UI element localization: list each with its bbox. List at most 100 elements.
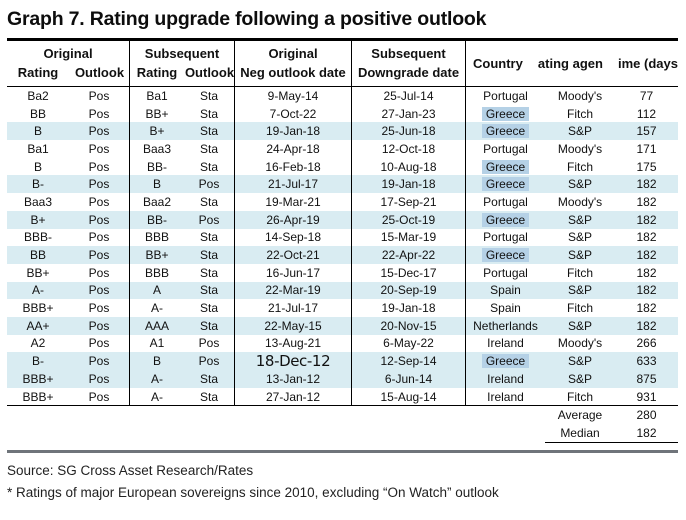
neg-outlook-date-cell: 14-Sep-18 <box>235 228 352 247</box>
days-cell: 112 <box>636 106 657 121</box>
country-cell: Portugal <box>483 141 528 156</box>
downgrade-date-cell: 20-Nov-15 <box>352 316 466 335</box>
summary-underline <box>545 442 678 444</box>
agency-cell: Moody's <box>557 88 603 103</box>
downgrade-date-cell: 19-Jan-18 <box>352 175 466 194</box>
neg-outlook-date-cell: 9-May-14 <box>235 87 352 105</box>
country-highlight: Greece <box>481 248 530 263</box>
days-cell: 182 <box>636 177 657 192</box>
header-original-label: Original <box>43 46 93 61</box>
agency-cell: S&P <box>567 371 592 386</box>
table-row: B+ Pos BB- Pos 26-Apr-19 25-Oct-19 Greece S&P 18… <box>7 210 678 229</box>
sub-rating-cell: BBB <box>144 265 169 280</box>
country-cell: Greece <box>466 105 545 123</box>
sub-rating-cell: A <box>152 283 161 298</box>
neg-outlook-date-cell: 16-Feb-18 <box>235 157 352 176</box>
orig-outlook-cell: Pos <box>69 122 130 141</box>
country-cell: Portugal <box>483 230 528 245</box>
orig-outlook-cell: Pos <box>69 387 130 406</box>
sub-outlook-cell: Pos <box>184 210 235 229</box>
sub-rating-cell: Ba1 <box>146 88 168 103</box>
country-cell: Greece <box>466 122 545 140</box>
sub-outlook-cell: Sta <box>184 228 235 247</box>
neg-outlook-date-cell: 18-Dec-12 <box>235 352 352 370</box>
header-neg-outlook-date: Original Neg outlook date <box>235 41 352 86</box>
agency-cell: S&P <box>567 230 592 245</box>
header-agency-label: ating agen <box>537 56 603 71</box>
orig-rating-cell: BBB+ <box>22 301 54 316</box>
agency-cell: S&P <box>567 354 592 369</box>
summary-block: Average 280 Median 182 <box>7 406 678 444</box>
sub-outlook-cell: Sta <box>184 193 235 211</box>
sub-outlook-cell: Sta <box>184 299 235 317</box>
table-header: Original Rating Outlook Subsequent Ratin… <box>7 38 678 87</box>
country-cell: Portugal <box>483 88 528 103</box>
table-row: BB+ Pos BBB Sta 16-Jun-17 15-Dec-17 Portugal Fi… <box>7 263 678 282</box>
agency-cell: S&P <box>567 124 592 139</box>
days-cell: 175 <box>636 159 657 174</box>
sub-rating-cell: BB- <box>146 159 167 174</box>
neg-outlook-date-cell: 21-Jul-17 <box>235 175 352 194</box>
agency-cell: Fitch <box>566 389 593 404</box>
days-cell: 931 <box>636 389 657 404</box>
table-row: B- Pos B Pos 21-Jul-17 19-Jan-18 Greece S&P 182 <box>7 175 678 194</box>
agency-cell: Fitch <box>566 106 593 121</box>
neg-outlook-date-cell: 21-Jul-17 <box>235 299 352 317</box>
table-row: B- Pos B Pos 18-Dec-12 12-Sep-14 Greece S&P 633 <box>7 352 678 370</box>
agency-cell: Moody's <box>557 336 603 351</box>
sub-outlook-cell: Sta <box>184 316 235 335</box>
days-cell: 157 <box>636 124 657 139</box>
country-highlight: Greece <box>481 159 530 174</box>
downgrade-date-cell: 10-Aug-18 <box>352 157 466 176</box>
neg-outlook-date-cell: 19-Mar-21 <box>235 193 352 211</box>
table-row: BBB+ Pos A- Sta 13-Jan-12 6-Jun-14 Ireland S&P 8… <box>7 370 678 388</box>
average-value: 280 <box>636 408 657 423</box>
orig-rating-cell: A- <box>32 283 44 298</box>
country-highlight: Greece <box>481 354 530 369</box>
orig-outlook-cell: Pos <box>69 157 130 176</box>
median-label: Median <box>560 426 600 441</box>
country-cell: Portugal <box>483 194 528 209</box>
country-highlight: Greece <box>481 177 530 192</box>
orig-rating-cell: BB+ <box>26 265 50 280</box>
country-cell: Ireland <box>487 389 524 404</box>
days-cell: 266 <box>636 336 657 351</box>
neg-outlook-date-cell: 22-Oct-21 <box>235 246 352 264</box>
header-original-group: Original Rating Outlook <box>7 41 130 86</box>
neg-outlook-date-cell: 22-May-15 <box>235 316 352 335</box>
orig-outlook-cell: Pos <box>69 316 130 335</box>
header-subsequent-group: Subsequent Rating Outlook <box>130 41 235 86</box>
orig-rating-cell: BBB+ <box>22 371 54 386</box>
table-row: B Pos B+ Sta 19-Jan-18 25-Jun-18 Greece S&P 157 <box>7 122 678 141</box>
report-figure: Graph 7. Rating upgrade following a posi… <box>7 8 678 500</box>
downgrade-date-cell: 27-Jan-23 <box>352 104 466 123</box>
neg-outlook-date-cell: 13-Aug-21 <box>235 334 352 353</box>
figure-title: Graph 7. Rating upgrade following a posi… <box>7 8 487 30</box>
days-cell: 77 <box>639 88 654 103</box>
orig-outlook-cell: Pos <box>69 175 130 194</box>
table-row: BBB- Pos BBB Sta 14-Sep-18 15-Mar-19 Portugal S… <box>7 228 678 247</box>
sub-rating-cell: BB+ <box>145 106 169 121</box>
table-row: Ba2 Pos Ba1 Sta 9-May-14 25-Jul-14 Portugal Moo… <box>7 87 678 105</box>
orig-outlook-cell: Pos <box>69 228 130 247</box>
header-country-label: Country <box>473 56 523 71</box>
orig-outlook-cell: Pos <box>69 104 130 123</box>
neg-outlook-date-cell: 27-Jan-12 <box>235 387 352 406</box>
days-cell: 182 <box>636 248 657 263</box>
methodology-note: * Ratings of major European sovereigns s… <box>7 484 499 500</box>
source-note: Source: SG Cross Asset Research/Rates <box>7 463 254 479</box>
days-cell: 182 <box>636 318 657 333</box>
orig-outlook-cell: Pos <box>69 193 130 211</box>
sub-outlook-cell: Sta <box>184 87 235 105</box>
neg-outlook-date-cell: 16-Jun-17 <box>235 263 352 282</box>
orig-outlook-cell: Pos <box>69 334 130 353</box>
sub-rating-cell: B <box>152 354 161 369</box>
section-divider <box>7 450 678 454</box>
sub-outlook-cell: Sta <box>184 387 235 406</box>
sub-outlook-cell: Pos <box>184 334 235 353</box>
country-highlight: Greece <box>481 106 530 121</box>
country-cell: Greece <box>466 352 545 370</box>
agency-cell: S&P <box>567 283 592 298</box>
sub-outlook-cell: Sta <box>184 281 235 300</box>
orig-outlook-cell: Pos <box>69 140 130 158</box>
